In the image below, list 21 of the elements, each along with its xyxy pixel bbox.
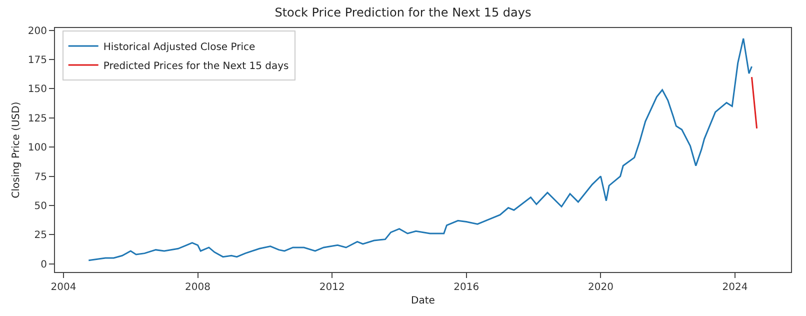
- y-tick-label: 125: [28, 113, 47, 124]
- x-tick-label: 2024: [722, 282, 748, 293]
- x-tick-label: 2020: [588, 282, 614, 293]
- legend-label: Predicted Prices for the Next 15 days: [103, 60, 289, 72]
- y-tick-label: 0: [40, 259, 47, 270]
- x-tick-label: 2004: [50, 282, 76, 293]
- y-tick-label: 100: [28, 142, 47, 154]
- x-axis-title: Date: [411, 296, 435, 306]
- line-series: [88, 38, 752, 262]
- y-axis-title: Closing Price (USD): [10, 102, 22, 198]
- x-tick-label: 2016: [454, 282, 480, 293]
- y-tick-label: 75: [34, 172, 47, 183]
- legend-label: Historical Adjusted Close Price: [103, 42, 256, 53]
- x-tick-label: 2012: [319, 282, 345, 293]
- y-tick-label: 200: [28, 26, 47, 37]
- chart-title: Stock Price Prediction for the Next 15 days: [274, 5, 532, 20]
- y-tick-label: 150: [28, 84, 47, 96]
- y-tick-label: 25: [34, 230, 47, 242]
- x-tick-label: 2008: [185, 282, 210, 293]
- y-tick-label: 50: [34, 200, 47, 212]
- y-tick-label: 175: [28, 55, 47, 66]
